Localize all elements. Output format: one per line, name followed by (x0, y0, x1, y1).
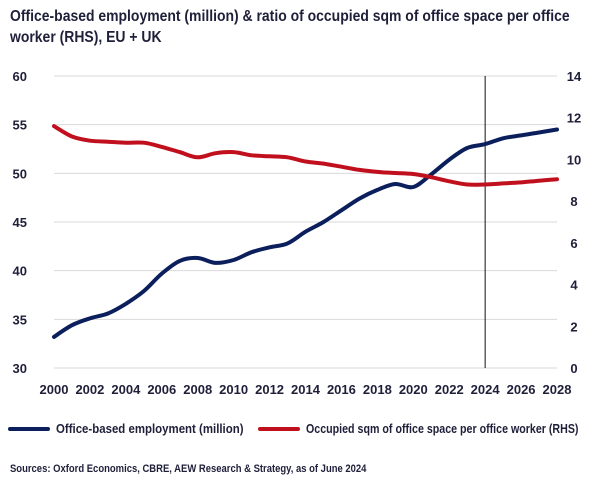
x-tick-2014: 2014 (291, 382, 321, 397)
y-right-tick-4: 4 (570, 278, 578, 293)
x-tick-2008: 2008 (183, 382, 212, 397)
x-tick-2016: 2016 (327, 382, 356, 397)
y-left-tick-60: 60 (13, 69, 27, 84)
x-tick-2022: 2022 (435, 382, 464, 397)
legend-label-sqm-ratio: Occupied sqm of office space per office … (306, 421, 579, 436)
series-line-sqm-ratio (52, 124, 559, 187)
x-tick-2004: 2004 (111, 382, 141, 397)
y-left-tick-30: 30 (13, 361, 27, 376)
x-tick-2028: 2028 (543, 382, 572, 397)
y-left-tick-40: 40 (13, 264, 27, 279)
x-tick-2012: 2012 (255, 382, 284, 397)
legend: Office-based employment (million) Occupi… (8, 421, 608, 443)
x-tick-2006: 2006 (147, 382, 176, 397)
legend-item-sqm-ratio: Occupied sqm of office space per office … (258, 421, 608, 436)
x-tick-2018: 2018 (363, 382, 392, 397)
x-tick-2026: 2026 (507, 382, 536, 397)
legend-swatch-sqm-ratio (258, 426, 300, 431)
y-right-tick-14: 14 (567, 69, 582, 84)
y-left-tick-50: 50 (13, 166, 27, 181)
y-right-tick-2: 2 (570, 319, 577, 334)
y-left-tick-55: 55 (13, 118, 27, 133)
y-right-tick-8: 8 (570, 194, 577, 209)
chart-title: Office-based employment (million) & rati… (10, 8, 570, 46)
y-right-tick-0: 0 (570, 361, 577, 376)
y-left-tick-35: 35 (13, 312, 27, 327)
chart-area: 30 35 40 45 50 55 60 0 2 4 6 8 10 12 14 2000 2002 2004 200… (13, 69, 582, 397)
y-right-tick-10: 10 (567, 152, 581, 167)
y-right-tick-6: 6 (570, 236, 577, 251)
y-right-tick-12: 12 (567, 111, 581, 126)
y-left-tick-45: 45 (13, 215, 27, 230)
x-tick-2020: 2020 (399, 382, 428, 397)
x-tick-2010: 2010 (219, 382, 248, 397)
series-line-employment (52, 127, 559, 339)
x-tick-2000: 2000 (40, 382, 69, 397)
legend-item-employment: Office-based employment (million) (8, 421, 269, 436)
x-tick-2024: 2024 (471, 382, 501, 397)
source-note: Sources: Oxford Economics, CBRE, AEW Res… (10, 463, 367, 475)
x-tick-2002: 2002 (75, 382, 104, 397)
legend-swatch-employment (8, 426, 50, 431)
legend-label-employment: Office-based employment (million) (56, 421, 244, 436)
